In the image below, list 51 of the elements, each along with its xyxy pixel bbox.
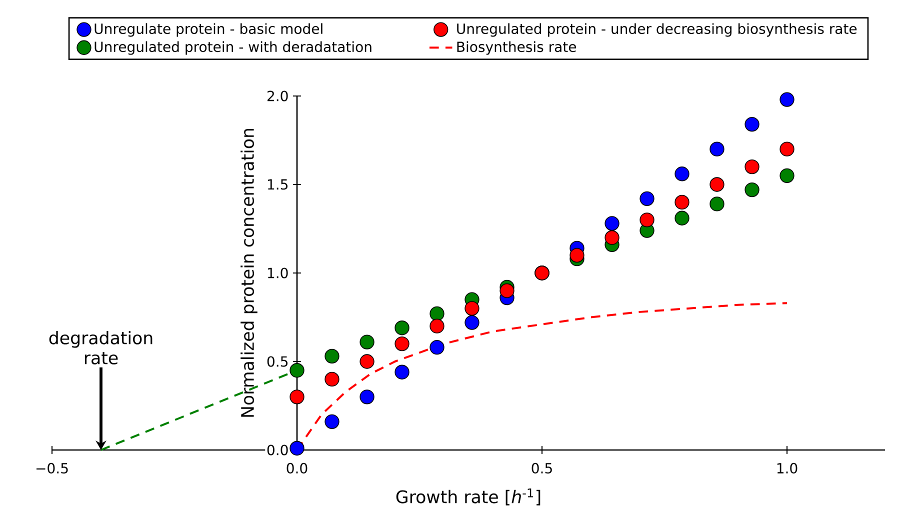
x-tick-label: −0.5 xyxy=(36,462,68,474)
point xyxy=(430,318,444,334)
point xyxy=(710,196,724,212)
point xyxy=(394,336,410,352)
point xyxy=(780,168,794,183)
point xyxy=(570,248,584,263)
point xyxy=(430,306,444,322)
point xyxy=(744,116,760,132)
point xyxy=(360,354,374,369)
point xyxy=(464,315,480,330)
point xyxy=(430,340,444,355)
point xyxy=(674,166,690,182)
annotation: degradation rate xyxy=(49,330,152,364)
point xyxy=(360,334,374,350)
point xyxy=(360,390,374,404)
point xyxy=(744,159,760,174)
point xyxy=(640,191,654,206)
point xyxy=(744,182,760,198)
point xyxy=(324,372,340,387)
point xyxy=(674,210,690,226)
point xyxy=(290,440,304,456)
y-tick-label: 0.0 xyxy=(267,444,288,456)
y-tick-label: 1.5 xyxy=(268,179,288,190)
legend-label: Biosynthesis rate xyxy=(457,41,576,55)
point xyxy=(674,194,690,210)
point xyxy=(394,364,410,380)
point xyxy=(290,363,304,378)
point xyxy=(710,142,724,156)
y-axis-title: Normalized protein concentration xyxy=(240,128,258,417)
point xyxy=(780,142,794,156)
point xyxy=(780,92,794,107)
point xyxy=(710,177,724,192)
y-tick-label: 2.0 xyxy=(267,90,288,102)
point xyxy=(640,212,654,228)
legend-label: Unregulate protein - basic model xyxy=(94,23,322,37)
point xyxy=(604,216,620,231)
legend-label: Unregulated protein - with deradatation xyxy=(94,41,372,55)
point xyxy=(394,320,410,336)
y-tick-label: 0.5 xyxy=(267,356,288,367)
point xyxy=(604,230,620,245)
point xyxy=(464,301,480,316)
point xyxy=(290,390,304,404)
point xyxy=(500,283,514,298)
x-tick-label: 0.0 xyxy=(286,462,308,474)
legend-label: Unregulated protein - under decreasing biosynthesis rate xyxy=(457,23,857,37)
y-tick-label: 1.0 xyxy=(268,268,288,278)
x-axis-title: Growth rate [h$^{-1}$] xyxy=(396,488,540,506)
x-tick-label: 1.0 xyxy=(777,462,798,474)
point xyxy=(324,348,340,364)
x-tick-label: 0.5 xyxy=(532,462,552,474)
point xyxy=(324,414,340,430)
